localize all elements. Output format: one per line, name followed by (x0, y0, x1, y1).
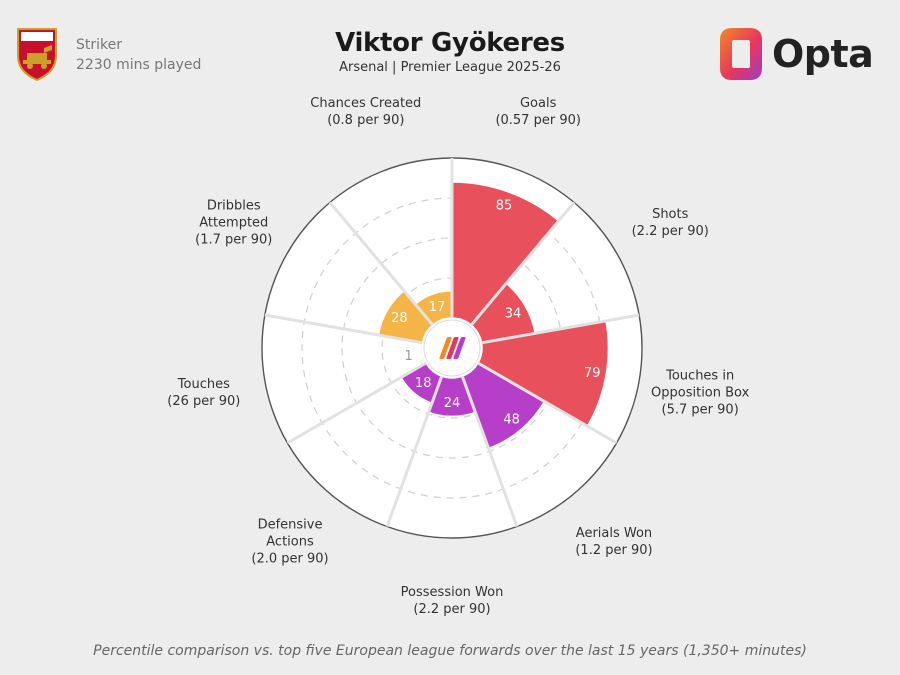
opta-wordmark: Opta (772, 32, 874, 76)
category-label-5: Defensive Actions (2.0 per 90) (251, 518, 328, 567)
arsenal-crest-icon (17, 28, 57, 82)
value-label-8: 17 (429, 300, 446, 315)
opta-logo: Opta (718, 26, 874, 82)
chart-spoke (460, 375, 519, 528)
value-label-3: 48 (503, 413, 520, 428)
value-label-4: 24 (444, 396, 461, 411)
value-label-6: 1 (405, 349, 413, 364)
category-label-3: Aerials Won (1.2 per 90) (575, 526, 652, 558)
opta-mark-icon (720, 28, 762, 80)
value-label-2: 79 (584, 366, 601, 381)
chart-spoke (328, 201, 434, 326)
category-label-1: Shots (2.2 per 90) (632, 207, 709, 239)
chart-spoke (470, 201, 576, 326)
title-block: Viktor Gyökeres Arsenal | Premier League… (0, 28, 900, 75)
category-label-2: Touches in Opposition Box (5.7 per 90) (651, 368, 750, 417)
player-minutes: 2230 mins played (76, 57, 202, 73)
page-subtitle: Arsenal | Premier League 2025-26 (339, 60, 561, 75)
chart-spoke (477, 361, 618, 445)
player-position: Striker (76, 37, 122, 53)
player-meta: Striker 2230 mins played (76, 26, 201, 75)
value-label-1: 34 (505, 306, 522, 321)
value-label-7: 28 (391, 311, 408, 326)
wedge-3 (461, 361, 546, 450)
center-opta-icon (439, 337, 466, 359)
wedge-2 (476, 319, 610, 428)
category-label-6: Touches (26 per 90) (167, 377, 240, 409)
wedge-0 (451, 181, 560, 327)
value-label-0: 85 (496, 199, 513, 214)
wedge-7 (377, 289, 434, 344)
value-label-5: 18 (415, 376, 432, 391)
category-label-0: Goals (0.57 per 90) (495, 96, 581, 128)
chart-spoke (286, 361, 427, 445)
category-label-7: Dribbles Attempted (1.7 per 90) (195, 199, 272, 248)
chart-spoke (264, 313, 423, 345)
footnote: Percentile comparison vs. top five Europ… (93, 643, 807, 659)
chart-spoke (481, 313, 640, 345)
page-title: Viktor Gyökeres (335, 28, 565, 58)
category-label-4: Possession Won (2.2 per 90) (401, 585, 504, 617)
chart-spoke (385, 375, 444, 528)
category-label-8: Chances Created (0.8 per 90) (310, 96, 421, 128)
wedge-1 (470, 282, 536, 344)
header-left: Striker 2230 mins played (14, 26, 201, 82)
